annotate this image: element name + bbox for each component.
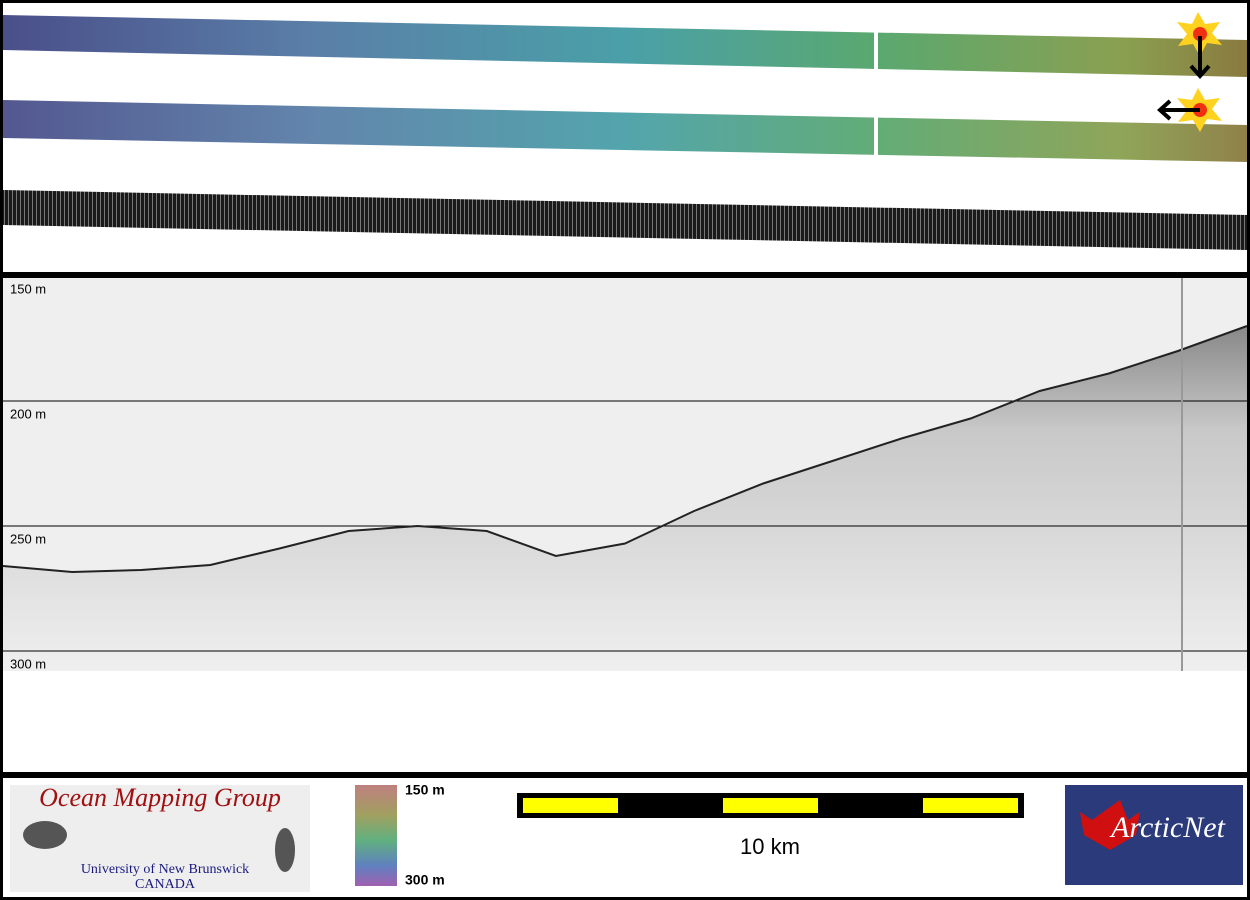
scale-segment (723, 798, 818, 813)
arrow (1189, 36, 1211, 79)
seabed-trace (2, 325, 1248, 574)
maple-leaf (1080, 800, 1140, 850)
depth-label: 200 m (10, 406, 46, 421)
swath (3, 15, 1247, 77)
logo-image (23, 821, 67, 849)
partner-name: ArcticNet (1109, 811, 1226, 844)
arrow (1157, 99, 1200, 121)
depth-label: 150 m (10, 281, 46, 296)
logo-title: Ocean Mapping Group (39, 783, 281, 812)
colorbar-label: 300 m (405, 872, 445, 888)
scale-label: 10 km (740, 834, 800, 859)
scale-segment (923, 798, 1018, 813)
profile-layer: 150 m 200 m 250 m 300 m (2, 281, 1248, 671)
logo-image (275, 828, 295, 872)
seabed-returns (3, 326, 1247, 671)
swath (3, 100, 1247, 162)
swath (3, 190, 1247, 250)
logo-text: CANADA (135, 877, 196, 892)
colorbar (355, 785, 397, 886)
logo-text: University of New Brunswick (81, 862, 249, 877)
depth-label: 250 m (10, 531, 46, 546)
colorbar-label: 150 m (405, 782, 445, 798)
marker (1193, 27, 1207, 41)
scale-segment (523, 798, 618, 813)
depth-label: 300 m (10, 656, 46, 671)
